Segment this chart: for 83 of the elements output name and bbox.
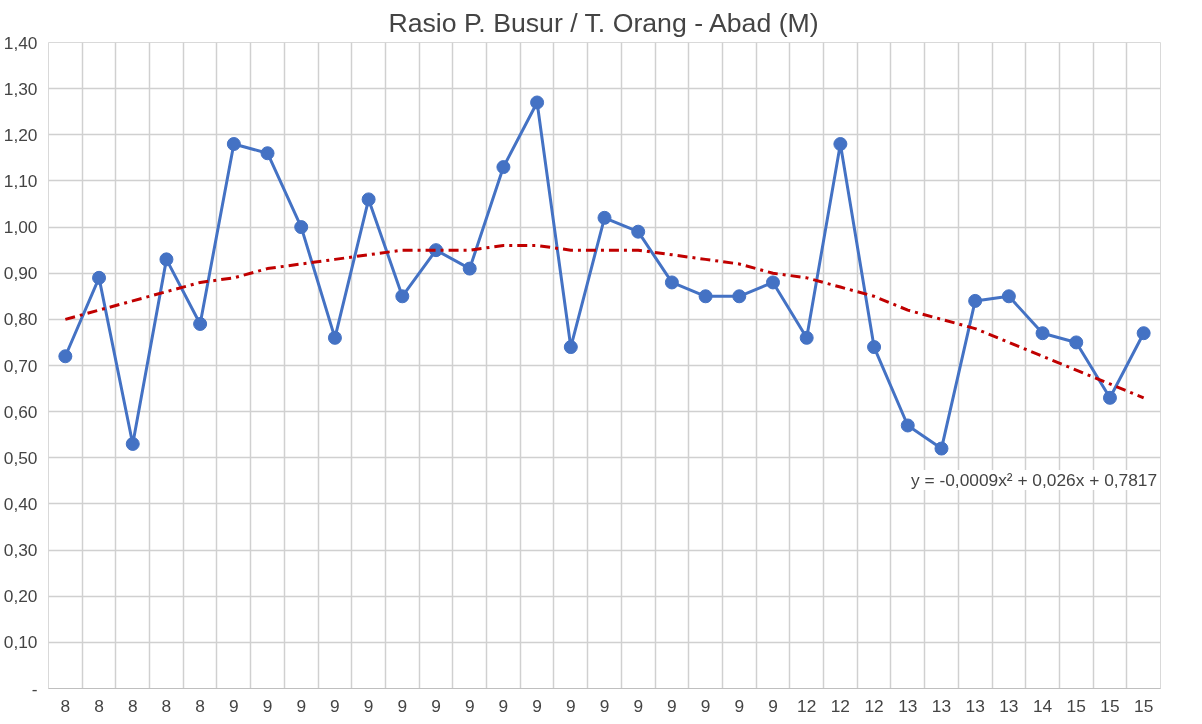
- point: [563, 340, 578, 355]
- y-tick-label: 0,40: [3, 493, 38, 514]
- point: [968, 293, 983, 308]
- x-tick-label: 9: [262, 695, 273, 716]
- y-tick-label: 1,00: [3, 217, 38, 238]
- x-tick-label: 8: [94, 695, 104, 716]
- x-tick-label: 13: [931, 695, 952, 716]
- point: [765, 275, 780, 290]
- x-tick-label: 15: [1100, 695, 1120, 716]
- y-tick-label: 1,10: [3, 170, 38, 191]
- x-tick-label: 9: [296, 695, 307, 716]
- point: [934, 441, 949, 456]
- x-tick-label: 9: [734, 695, 745, 716]
- y-tick-label: 1,30: [3, 78, 38, 99]
- y-tick-label: 0,90: [3, 263, 38, 284]
- point: [327, 330, 342, 345]
- y-tick-label: 0,30: [3, 540, 38, 561]
- point: [867, 340, 882, 355]
- point: [530, 95, 545, 110]
- x-tick-label: 9: [599, 695, 610, 716]
- annotation: y = -0,0009x² + 0,026x + 0,7817: [910, 470, 1158, 491]
- y-tick-label: 0,80: [3, 309, 38, 330]
- point: [193, 316, 208, 331]
- x-tick-label: 9: [330, 695, 340, 716]
- y-tick-label: 0,70: [3, 355, 38, 376]
- x-tick-label: 9: [768, 695, 778, 716]
- point: [631, 224, 646, 239]
- line-series: [63, 244, 1146, 400]
- x-tick-label: 9: [633, 695, 644, 716]
- point: [496, 160, 511, 175]
- x-tick-label: 9: [498, 695, 509, 716]
- point: [1001, 289, 1016, 304]
- x-tick-label: 9: [363, 695, 374, 716]
- x-tick-label: 13: [898, 695, 918, 716]
- x-tick-label: 12: [830, 695, 851, 716]
- x-tick-label: 14: [1032, 695, 1053, 716]
- x-tick-label: 8: [161, 695, 172, 716]
- point: [395, 289, 410, 304]
- point: [833, 137, 848, 151]
- point: [698, 289, 713, 304]
- x-tick-label: 12: [797, 695, 817, 716]
- x-tick-label: 13: [965, 695, 985, 716]
- x-tick-label: 9: [229, 695, 239, 716]
- y-tick-label: 1,40: [3, 32, 38, 53]
- point: [799, 330, 814, 345]
- x-tick-label: 8: [60, 695, 71, 716]
- point: [1035, 326, 1050, 341]
- x-tick-label: 15: [1066, 695, 1086, 716]
- point: [597, 210, 612, 225]
- x-tick-label: 8: [195, 695, 205, 716]
- point: [732, 289, 747, 304]
- point: [159, 252, 174, 267]
- x-tick-label: 9: [565, 695, 576, 716]
- chart-title: Rasio P. Busur / T. Orang - Abad (M): [388, 7, 819, 38]
- y-tick-label: 0,50: [3, 447, 38, 468]
- x-tick-label: 9: [431, 695, 441, 716]
- x-tick-label: 8: [127, 695, 138, 716]
- point: [125, 436, 140, 451]
- y-tick-label: -: [31, 678, 38, 699]
- point: [1102, 390, 1117, 405]
- y-tick-label: 0,20: [3, 586, 38, 607]
- point: [664, 275, 679, 290]
- x-tick-label: 9: [700, 695, 711, 716]
- x-tick-label: 9: [464, 695, 475, 716]
- point: [92, 270, 107, 285]
- x-tick-label: 9: [667, 695, 677, 716]
- point: [294, 220, 309, 235]
- point: [900, 418, 915, 433]
- y-tick-label: 0,60: [3, 401, 38, 422]
- point: [1136, 326, 1151, 341]
- point: [226, 137, 241, 151]
- point: [1069, 335, 1084, 350]
- y-tick-label: 0,10: [3, 632, 38, 653]
- x-tick-label: 9: [397, 695, 408, 716]
- point: [361, 192, 376, 207]
- point: [260, 146, 275, 161]
- point: [462, 261, 477, 276]
- x-tick-label: 15: [1134, 695, 1154, 716]
- x-tick-label: 9: [532, 695, 542, 716]
- x-tick-label: 12: [864, 695, 884, 716]
- y-tick-label: 1,20: [3, 124, 38, 145]
- point: [58, 349, 73, 364]
- x-tick-label: 13: [999, 695, 1019, 716]
